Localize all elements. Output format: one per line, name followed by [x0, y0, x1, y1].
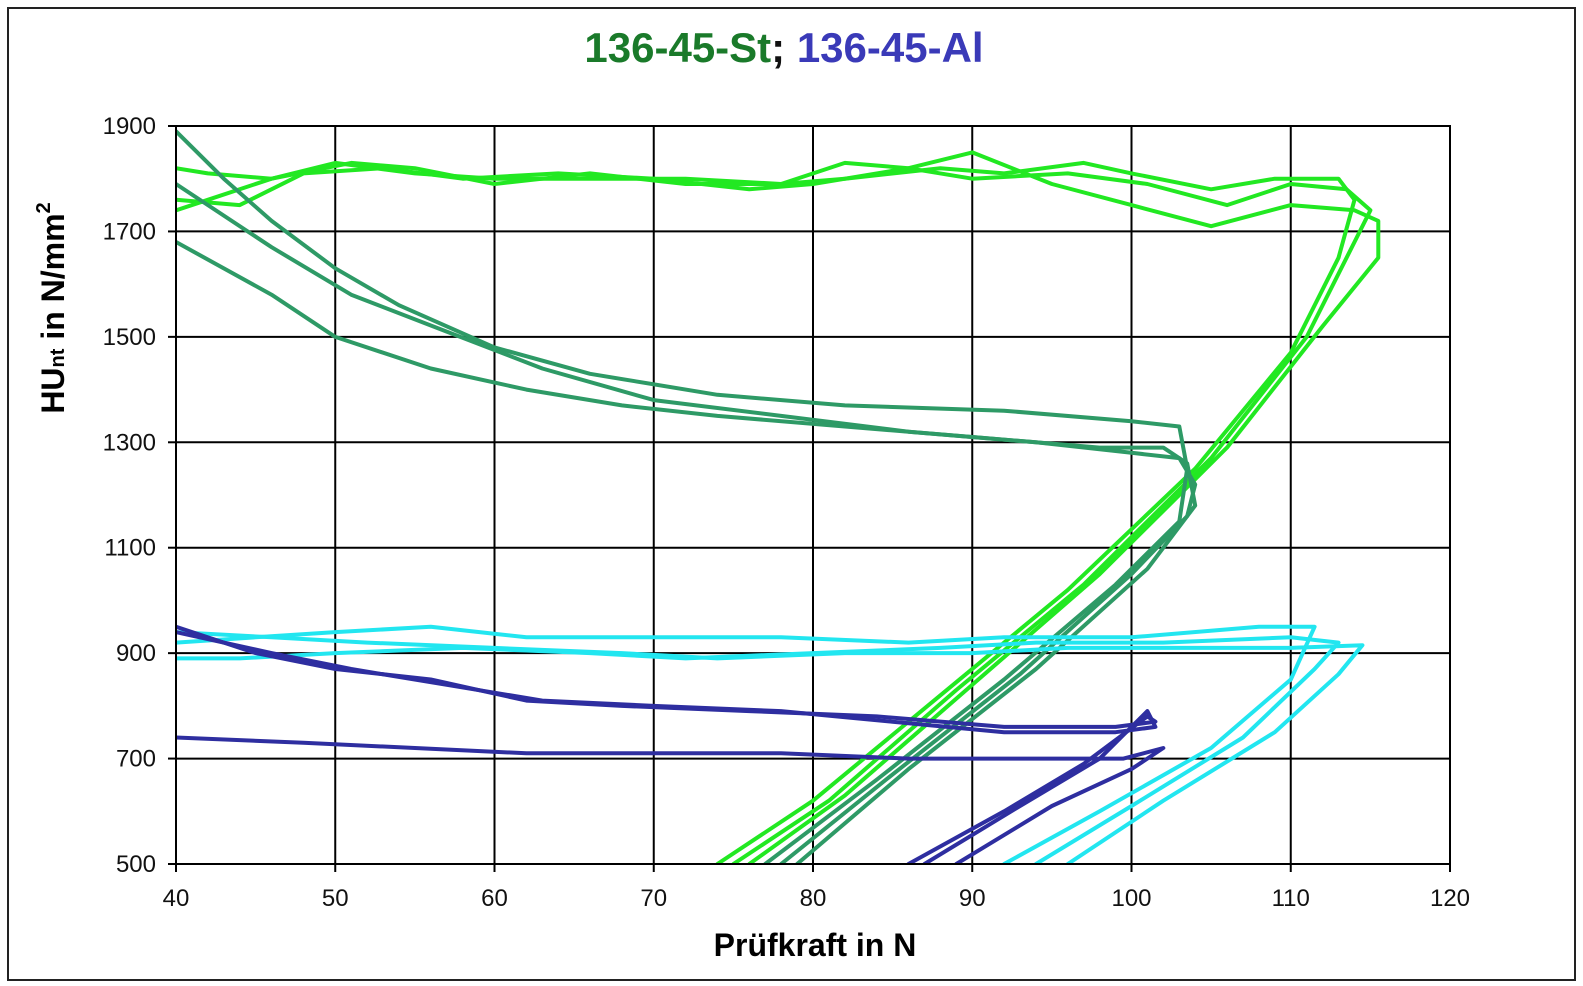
y-tick-label: 1500 — [103, 324, 156, 351]
chart-title: 136-45-St; 136-45-Al — [584, 24, 983, 71]
series-line-al_load-8 — [176, 635, 1341, 864]
x-axis-ticks: 40 50 60 70 80 90 100 110 120 — [163, 864, 1470, 912]
y-tick-label: 900 — [116, 640, 156, 667]
plot-series — [176, 129, 1381, 864]
x-tick-label: 80 — [800, 885, 827, 912]
x-tick-label: 70 — [640, 885, 667, 912]
x-tick-label: 100 — [1111, 885, 1151, 912]
chart-title-part-st: 136-45-St — [584, 24, 771, 71]
y-axis-ticks: 500 700 900 1100 1300 1500 1700 1900 — [103, 113, 176, 878]
y-axis-label-sup: 2 — [33, 202, 55, 213]
chart-title-separator: ; — [771, 24, 797, 71]
x-tick-label: 40 — [163, 885, 190, 912]
x-axis-label: Prüfkraft in N — [714, 927, 917, 963]
series-line-al_unload-12 — [176, 735, 1166, 864]
y-tick-label: 1100 — [104, 535, 156, 562]
x-tick-label: 60 — [481, 885, 508, 912]
x-tick-label: 50 — [322, 885, 349, 912]
chart-title-part-al: 136-45-Al — [797, 24, 984, 71]
x-tick-label: 110 — [1272, 885, 1310, 912]
series-line-al_load-7 — [176, 624, 1317, 864]
y-axis-label-main: HU — [35, 367, 71, 413]
y-tick-label: 1900 — [103, 113, 156, 140]
chart-border — [7, 7, 1576, 981]
series-line-st_unload-4 — [176, 129, 1190, 864]
series-line-al_load-9 — [176, 630, 1365, 864]
series-line-st_load-3 — [176, 150, 1381, 864]
series-line-al_unload-11 — [176, 630, 1158, 864]
series-line-st_unload-6 — [176, 240, 1198, 864]
y-tick-label: 500 — [116, 851, 156, 878]
x-tick-label: 90 — [959, 885, 986, 912]
y-axis-label: HUnt in N/mm2 — [33, 202, 71, 413]
y-axis-label-tail: in N/mm — [35, 213, 71, 348]
x-tick-label: 120 — [1430, 885, 1470, 912]
y-tick-label: 1700 — [103, 218, 156, 245]
y-axis-label-sub: nt — [47, 348, 69, 367]
y-tick-label: 700 — [116, 746, 156, 773]
y-tick-label: 1300 — [103, 429, 156, 456]
